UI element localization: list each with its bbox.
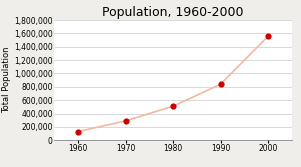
Y-axis label: Total Population: Total Population [2, 47, 11, 113]
Point [123, 120, 128, 122]
Point [76, 130, 80, 133]
Point [266, 35, 271, 37]
Point [171, 105, 175, 108]
Point [218, 83, 223, 86]
Title: Population, 1960-2000: Population, 1960-2000 [102, 6, 244, 19]
